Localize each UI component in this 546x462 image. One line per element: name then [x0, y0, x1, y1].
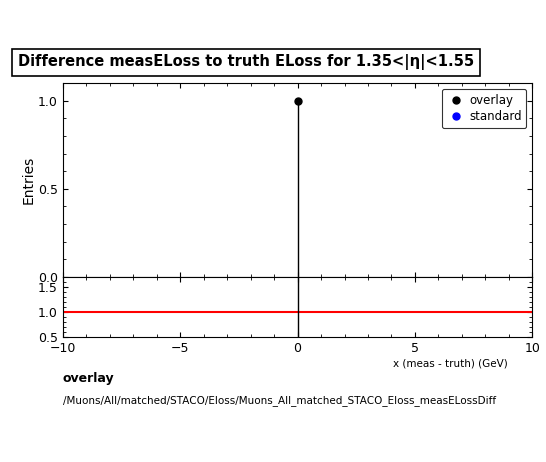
Text: x (meas - truth) (GeV): x (meas - truth) (GeV) [393, 358, 508, 368]
Legend: overlay, standard: overlay, standard [442, 89, 526, 128]
Text: /Muons/All/matched/STACO/Eloss/Muons_All_matched_STACO_Eloss_measELossDiff: /Muons/All/matched/STACO/Eloss/Muons_All… [63, 395, 496, 406]
Text: overlay: overlay [63, 372, 115, 385]
Text: Difference measELoss to truth ELoss for 1.35<|η|<1.55: Difference measELoss to truth ELoss for … [17, 55, 474, 70]
Y-axis label: Entries: Entries [21, 156, 35, 204]
